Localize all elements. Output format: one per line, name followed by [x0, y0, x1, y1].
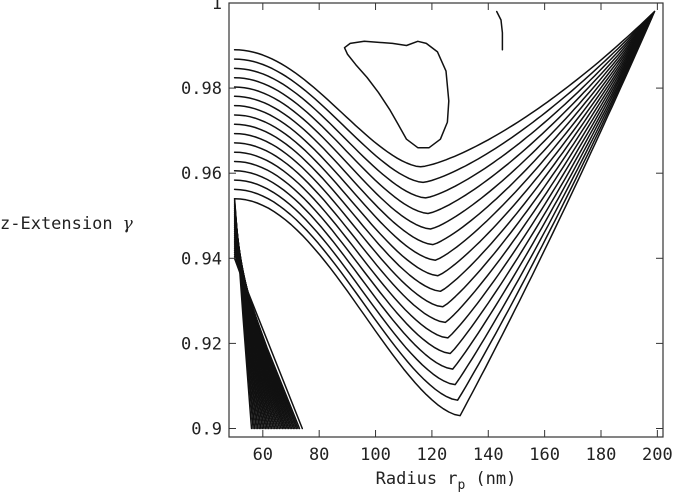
y-tick-label: 1	[212, 0, 222, 14]
y-tick-label: 0.92	[181, 334, 222, 354]
contour-sweeping-line	[233, 13, 654, 355]
contour-dense-line	[233, 257, 301, 430]
contour-sweeping-line	[233, 11, 655, 308]
x-tick-label: 160	[529, 445, 560, 465]
contour-sweeping-line	[233, 18, 652, 339]
x-tick-label: 60	[253, 445, 273, 465]
contour-closed-loop	[343, 40, 450, 149]
contour-sweeping-line	[233, 15, 653, 293]
x-tick-label: 200	[642, 445, 673, 465]
contour-sweeping-line	[233, 12, 654, 168]
contour-sweeping-line	[233, 11, 655, 199]
contour-sweeping-line	[233, 13, 653, 215]
contour-sweeping-line	[233, 12, 655, 386]
x-tick-label: 120	[417, 445, 448, 465]
contour-sweeping-line	[233, 14, 654, 324]
y-axis-ticks: 0.9 0.92 0.94 0.96 0.98 1	[181, 0, 663, 439]
x-tick-label: 140	[473, 445, 504, 465]
x-axis-ticks: 60 80 100 120 140 160 180 200	[253, 3, 673, 465]
x-axis-label: Radius rp (nm)	[376, 469, 517, 492]
contour-sweeping-line	[233, 10, 656, 230]
contour-upper-open	[495, 10, 504, 51]
contour-sweeping-line	[233, 12, 655, 277]
y-tick-label: 0.94	[181, 249, 222, 269]
contour-sweeping-line	[233, 17, 653, 370]
region-boundary-line	[233, 257, 304, 430]
y-tick-label: 0.98	[181, 79, 222, 99]
x-tick-label: 80	[309, 445, 329, 465]
contour-sweeping-line	[233, 13, 654, 246]
x-tick-label: 100	[360, 445, 391, 465]
contour-lines	[233, 10, 656, 430]
contour-sweeping-line	[233, 10, 656, 417]
contour-sweeping-line	[233, 16, 653, 401]
contour-sweeping-line	[233, 16, 652, 261]
contour-sweeping-line	[233, 14, 653, 184]
x-tick-label: 180	[586, 445, 617, 465]
plot-frame	[228, 2, 664, 438]
y-tick-label: 0.9	[191, 419, 222, 439]
y-tick-label: 0.96	[181, 164, 222, 184]
y-axis-label: z-Extension γ	[0, 214, 134, 234]
